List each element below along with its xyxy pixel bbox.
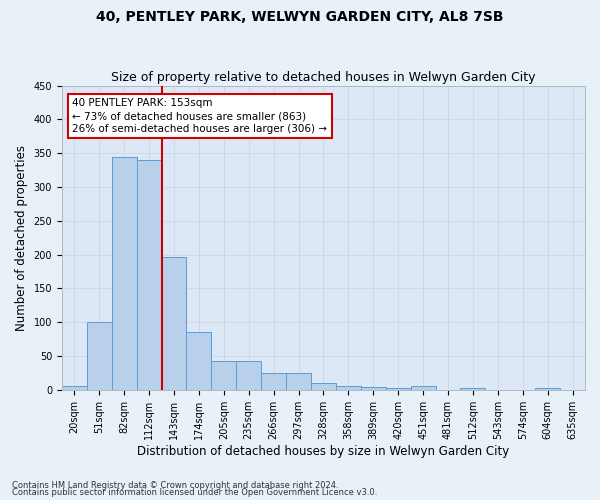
Text: Contains HM Land Registry data © Crown copyright and database right 2024.: Contains HM Land Registry data © Crown c… [12, 480, 338, 490]
X-axis label: Distribution of detached houses by size in Welwyn Garden City: Distribution of detached houses by size … [137, 444, 509, 458]
Bar [187, 332, 211, 390]
Bar [535, 388, 560, 390]
Bar [211, 361, 236, 390]
Bar [87, 322, 112, 390]
Bar [112, 156, 137, 390]
Bar [311, 383, 336, 390]
Text: 40, PENTLEY PARK, WELWYN GARDEN CITY, AL8 7SB: 40, PENTLEY PARK, WELWYN GARDEN CITY, AL… [96, 10, 504, 24]
Bar [361, 387, 386, 390]
Y-axis label: Number of detached properties: Number of detached properties [15, 145, 28, 331]
Bar [460, 388, 485, 390]
Bar [137, 160, 161, 390]
Text: Contains public sector information licensed under the Open Government Licence v3: Contains public sector information licen… [12, 488, 377, 497]
Bar [236, 361, 261, 390]
Bar [62, 386, 87, 390]
Bar [261, 373, 286, 390]
Bar [386, 388, 410, 390]
Bar [336, 386, 361, 390]
Bar [286, 373, 311, 390]
Bar [410, 386, 436, 390]
Bar [161, 256, 187, 390]
Title: Size of property relative to detached houses in Welwyn Garden City: Size of property relative to detached ho… [111, 72, 536, 85]
Text: 40 PENTLEY PARK: 153sqm
← 73% of detached houses are smaller (863)
26% of semi-d: 40 PENTLEY PARK: 153sqm ← 73% of detache… [73, 98, 328, 134]
